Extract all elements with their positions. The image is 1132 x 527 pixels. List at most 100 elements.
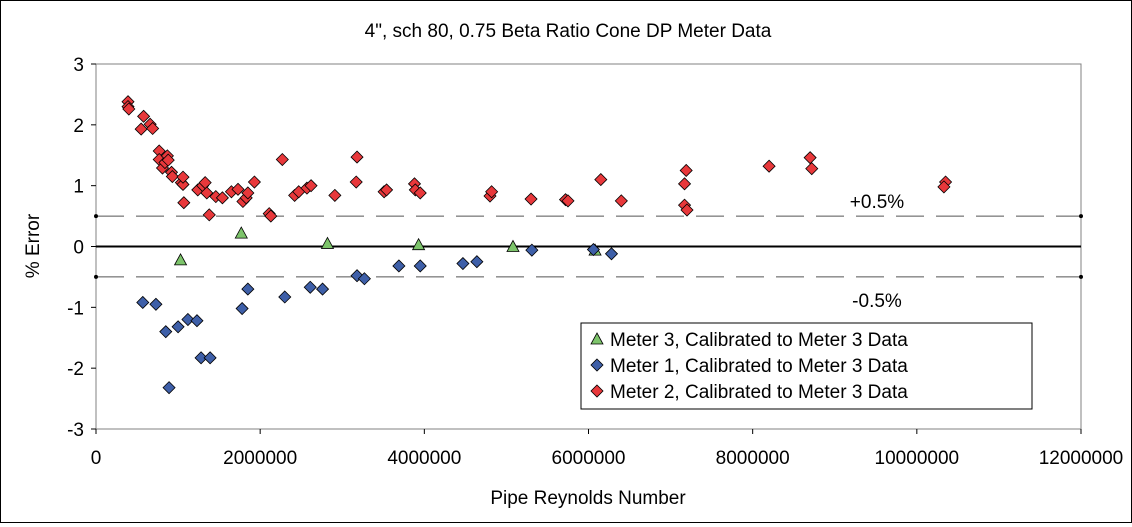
data-point	[456, 256, 470, 271]
data-point	[411, 237, 426, 251]
data-point	[264, 209, 278, 223]
data-point	[803, 151, 817, 165]
data-point	[176, 170, 190, 184]
data-point	[525, 243, 539, 257]
data-point	[524, 192, 538, 206]
data-point	[149, 297, 163, 311]
data-point	[165, 169, 179, 184]
data-point	[604, 247, 619, 261]
data-point	[231, 182, 245, 196]
tolerance-label: +0.5%	[850, 192, 905, 213]
legend-label: Meter 1, Calibrated to Meter 3 Data	[610, 356, 908, 377]
data-point	[241, 186, 255, 200]
data-point	[171, 320, 185, 334]
data-point	[136, 295, 150, 310]
tolerance-line-end	[1079, 214, 1083, 219]
x-tick-label: 8000000	[716, 448, 790, 469]
data-point	[392, 259, 406, 273]
data-point	[594, 173, 608, 187]
data-point	[470, 255, 484, 269]
data-point	[203, 351, 217, 365]
series-2	[136, 242, 619, 395]
data-point	[190, 314, 204, 328]
tolerance-line-end	[94, 214, 98, 219]
data-point	[146, 121, 160, 136]
legend-label: Meter 3, Calibrated to Meter 3 Data	[610, 330, 908, 351]
data-point	[275, 152, 289, 167]
data-point	[173, 253, 188, 266]
data-point	[413, 259, 427, 273]
legend-marker	[590, 358, 604, 372]
data-point	[485, 185, 499, 199]
data-point	[159, 325, 173, 339]
tolerance-line-end	[1079, 274, 1083, 279]
y-tick-label: -2	[67, 359, 84, 380]
data-point	[677, 177, 692, 191]
data-point	[614, 194, 628, 208]
y-tick-label: 0	[73, 238, 84, 259]
data-point	[134, 122, 148, 136]
data-point	[278, 290, 292, 304]
axes: 3 2 1 0 -1 -2 -3 0 2000000 4000000 6000000 8000000 1…	[67, 55, 1123, 469]
data-point	[679, 163, 693, 178]
data-point	[161, 153, 175, 167]
x-tick-label: 6000000	[552, 448, 626, 469]
y-tick-label: 1	[73, 177, 84, 198]
x-axis-label: Pipe Reynolds Number	[490, 488, 686, 509]
data-point	[200, 186, 214, 200]
data-point	[350, 150, 364, 164]
data-point	[805, 162, 819, 176]
data-point	[241, 282, 255, 296]
data-point	[380, 183, 394, 197]
data-point	[181, 312, 195, 327]
data-point	[304, 179, 318, 193]
y-tick-label: 2	[73, 116, 84, 137]
data-point	[215, 191, 229, 205]
data-point	[506, 239, 520, 252]
data-point	[303, 280, 317, 294]
data-point	[680, 203, 694, 217]
data-point	[315, 282, 330, 296]
data-point	[247, 175, 261, 189]
data-point	[320, 236, 335, 249]
data-points	[121, 95, 953, 395]
data-point	[762, 159, 776, 173]
x-tick-label: 4000000	[387, 448, 461, 469]
y-tick-label: -1	[67, 298, 84, 319]
data-point	[328, 188, 342, 202]
x-tick-label: 0	[91, 448, 102, 469]
y-axis-label: % Error	[23, 213, 44, 278]
data-point	[235, 301, 249, 316]
data-point	[137, 109, 151, 123]
data-point	[561, 194, 575, 208]
data-point	[357, 272, 371, 286]
y-tick-label: 3	[73, 55, 84, 76]
legend-box	[580, 322, 1033, 410]
tolerance-line-end	[94, 274, 98, 279]
data-point	[194, 351, 208, 365]
data-point	[413, 186, 427, 200]
x-tick-label: 10000000	[875, 448, 960, 469]
series-3	[121, 95, 953, 223]
data-point	[586, 242, 600, 257]
data-point	[202, 208, 216, 222]
data-point	[177, 196, 191, 210]
y-tick-label: -3	[67, 420, 84, 441]
tolerance-label: -0.5%	[852, 291, 902, 312]
data-point	[234, 226, 248, 239]
data-point	[176, 177, 190, 192]
data-point	[349, 175, 363, 189]
legend-label: Meter 2, Calibrated to Meter 3 Data	[610, 382, 908, 403]
legend: Meter 3, Calibrated to Meter 3 Data Meter…	[580, 322, 1033, 410]
legend-marker	[590, 384, 604, 398]
reference-lines: +0.5% -0.5%	[94, 192, 1083, 312]
data-point	[162, 381, 176, 395]
data-point	[937, 180, 951, 194]
chart-title: 4", sch 80, 0.75 Beta Ratio Cone DP Mete…	[365, 21, 772, 42]
data-point	[122, 102, 136, 116]
legend-marker	[590, 332, 604, 345]
x-tick-label: 2000000	[223, 448, 297, 469]
x-tick-label: 12000000	[1039, 448, 1124, 469]
